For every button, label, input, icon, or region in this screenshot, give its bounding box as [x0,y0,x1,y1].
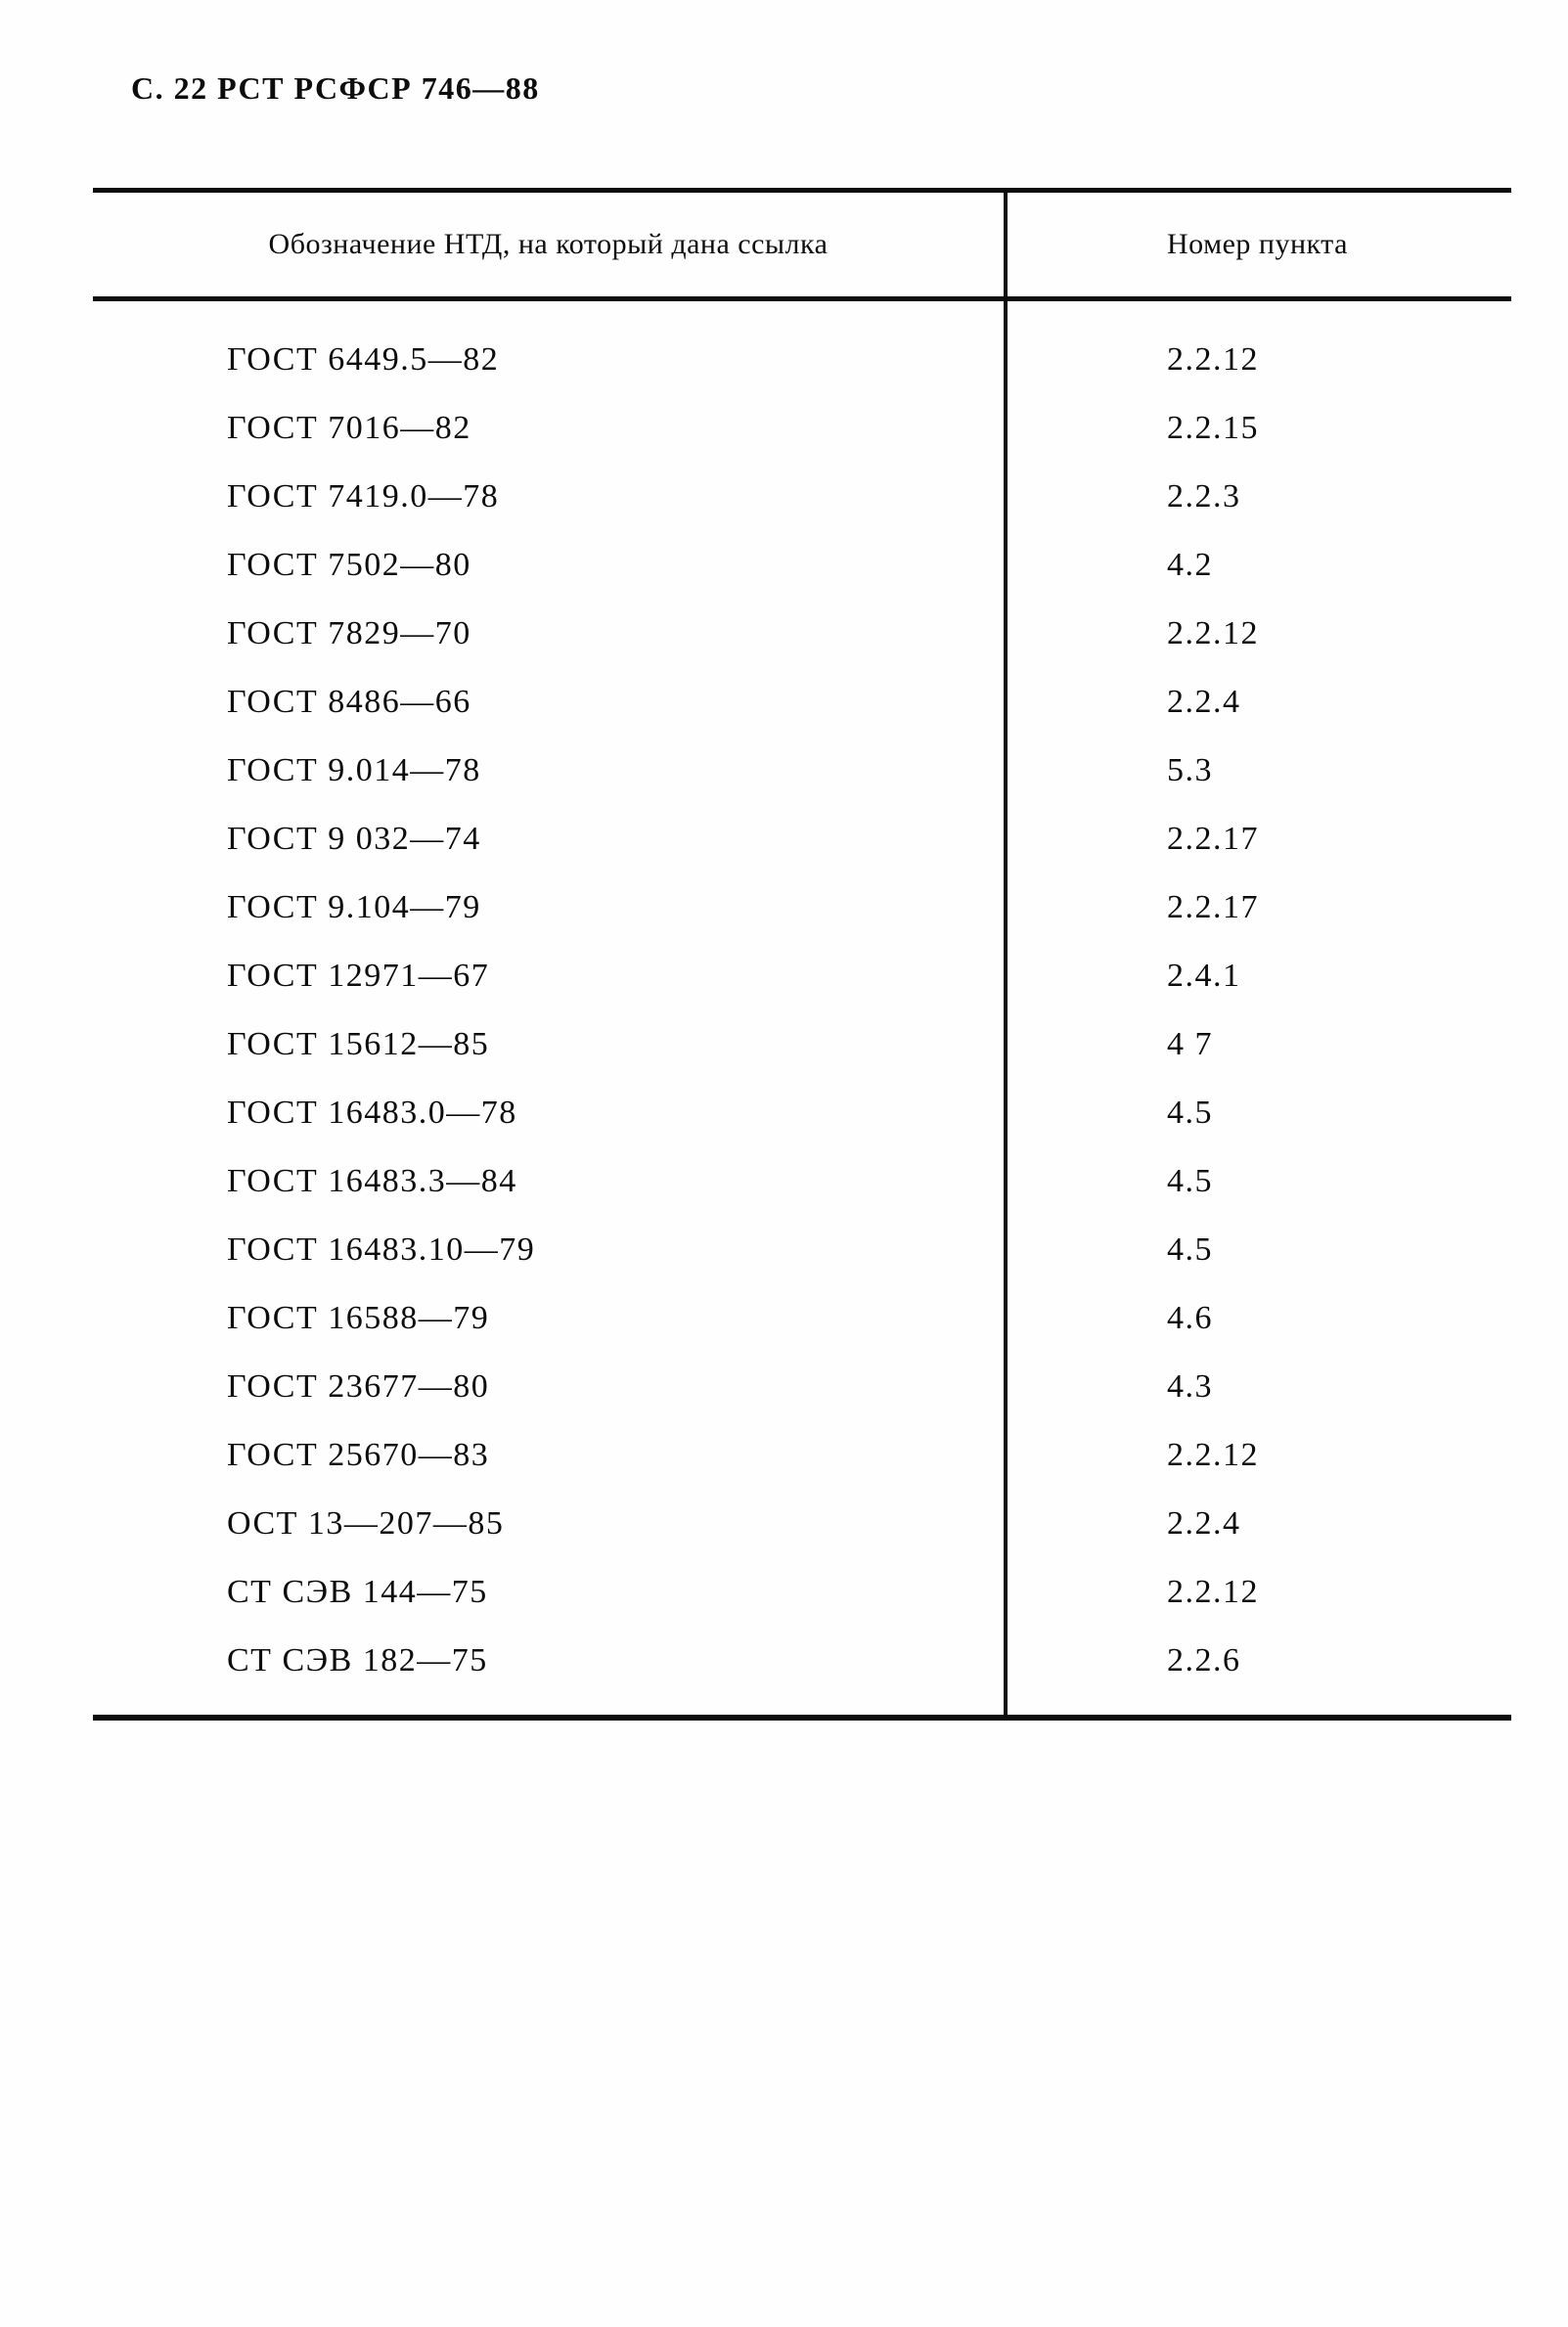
table-row: ГОСТ 6449.5—82 2.2.12 [93,326,1511,394]
table-row: ГОСТ 16483.0—78 4.5 [93,1079,1511,1147]
punkt-cell: 2.2.3 [1167,478,1241,515]
ntd-cell: СТ СЭВ 144—75 [227,1574,488,1610]
ntd-cell: ГОСТ 9.104—79 [227,889,481,925]
ntd-cell: ГОСТ 23677—80 [227,1368,490,1405]
table-row: СТ СЭВ 144—75 2.2.12 [93,1558,1511,1627]
table-row: ГОСТ 8486—66 2.2.4 [93,668,1511,737]
table-row: ГОСТ 16483.3—84 4.5 [93,1147,1511,1216]
table-row: ГОСТ 12971—67 2.4.1 [93,942,1511,1010]
table-row: ГОСТ 7829—70 2.2.12 [93,600,1511,668]
ntd-cell: ГОСТ 7829—70 [227,615,471,651]
table-row: ГОСТ 9.014—78 5.3 [93,737,1511,805]
punkt-cell: 2.2.15 [1167,410,1259,446]
ntd-cell: ГОСТ 25670—83 [227,1437,490,1473]
punkt-cell: 2.2.4 [1167,1505,1241,1542]
table-row: ГОСТ 16483.10—79 4.5 [93,1216,1511,1284]
table-row: ГОСТ 7016—82 2.2.15 [93,394,1511,463]
punkt-cell: 2.4.1 [1167,958,1241,994]
punkt-cell: 4.6 [1167,1300,1213,1336]
column-header-punkt: Номер пункта [1167,228,1348,260]
table-row: ОСТ 13—207—85 2.2.4 [93,1490,1511,1558]
punkt-cell: 4.5 [1167,1163,1213,1199]
ntd-cell: ГОСТ 15612—85 [227,1026,490,1062]
punkt-cell: 2.2.6 [1167,1642,1241,1678]
punkt-cell: 5.3 [1167,752,1213,788]
table-body: ГОСТ 6449.5—82 2.2.12 ГОСТ 7016—82 2.2.1… [93,301,1511,1715]
references-table: Обозначение НТД, на который дана ссылка … [93,188,1511,1721]
table-row: ГОСТ 25670—83 2.2.12 [93,1421,1511,1490]
ntd-cell: ГОСТ 7419.0—78 [227,478,500,515]
column-divider-line [1004,193,1008,1715]
punkt-cell: 2.2.12 [1167,341,1259,378]
punkt-cell: 2.2.4 [1167,684,1241,720]
ntd-cell: ГОСТ 9 032—74 [227,821,481,857]
table-row: ГОСТ 15612—85 4 7 [93,1010,1511,1079]
column-header-ntd: Обозначение НТД, на который дана ссылка [268,228,829,260]
ntd-cell: ГОСТ 12971—67 [227,958,490,994]
ntd-cell: ОСТ 13—207—85 [227,1505,505,1542]
ntd-cell: ГОСТ 16483.10—79 [227,1231,536,1268]
punkt-cell: 4.3 [1167,1368,1213,1405]
table-row: ГОСТ 9.104—79 2.2.17 [93,873,1511,942]
ntd-cell: ГОСТ 6449.5—82 [227,341,500,378]
punkt-cell: 4.5 [1167,1231,1213,1268]
punkt-cell: 4 7 [1167,1026,1213,1062]
punkt-cell: 2.2.12 [1167,1437,1259,1473]
ntd-cell: ГОСТ 16588—79 [227,1300,490,1336]
punkt-cell: 2.2.12 [1167,615,1259,651]
ntd-cell: ГОСТ 16483.3—84 [227,1163,517,1199]
punkt-cell: 2.2.12 [1167,1574,1259,1610]
punkt-cell: 2.2.17 [1167,889,1259,925]
table-row: ГОСТ 16588—79 4.6 [93,1284,1511,1353]
punkt-cell: 2.2.17 [1167,821,1259,857]
punkt-cell: 4.2 [1167,547,1213,583]
table-row: ГОСТ 9 032—74 2.2.17 [93,805,1511,873]
ntd-cell: ГОСТ 7502—80 [227,547,471,583]
punkt-cell: 4.5 [1167,1095,1213,1131]
table-row: ГОСТ 7502—80 4.2 [93,531,1511,600]
ntd-cell: СТ СЭВ 182—75 [227,1642,488,1678]
ntd-cell: ГОСТ 16483.0—78 [227,1095,517,1131]
ntd-cell: ГОСТ 8486—66 [227,684,471,720]
table-header-row: Обозначение НТД, на который дана ссылка … [93,193,1511,301]
ntd-cell: ГОСТ 7016—82 [227,410,471,446]
page-header: С. 22 РСТ РСФСР 746—88 [131,70,540,106]
table-row: ГОСТ 23677—80 4.3 [93,1353,1511,1421]
table-row: ГОСТ 7419.0—78 2.2.3 [93,463,1511,531]
ntd-cell: ГОСТ 9.014—78 [227,752,481,788]
table-row: СТ СЭВ 182—75 2.2.6 [93,1627,1511,1695]
